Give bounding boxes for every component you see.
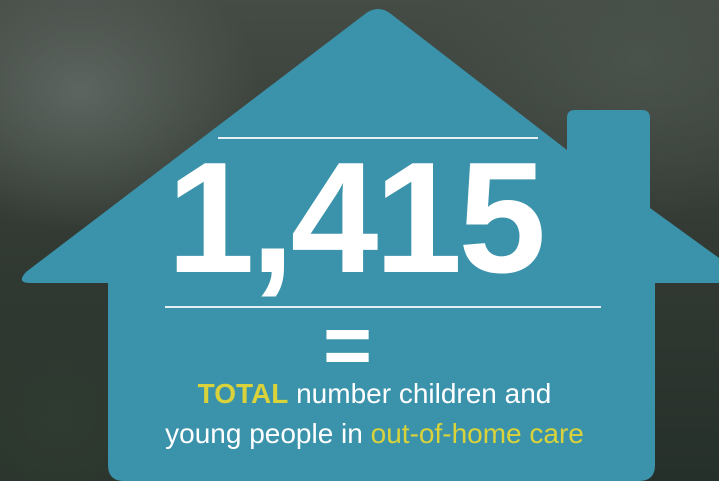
page: 1,415 = TOTAL number children and young … xyxy=(0,0,719,481)
caption-highlight: TOTAL xyxy=(198,378,289,409)
caption: TOTAL number children and young people i… xyxy=(0,374,719,454)
caption-line: TOTAL number children and xyxy=(30,374,719,414)
caption-highlight: out-of-home care xyxy=(371,418,584,449)
caption-line: young people in out-of-home care xyxy=(30,414,719,454)
caption-text: young people in xyxy=(165,418,363,449)
headline-number: 1,415 xyxy=(0,138,719,298)
caption-text: number children and xyxy=(296,378,551,409)
